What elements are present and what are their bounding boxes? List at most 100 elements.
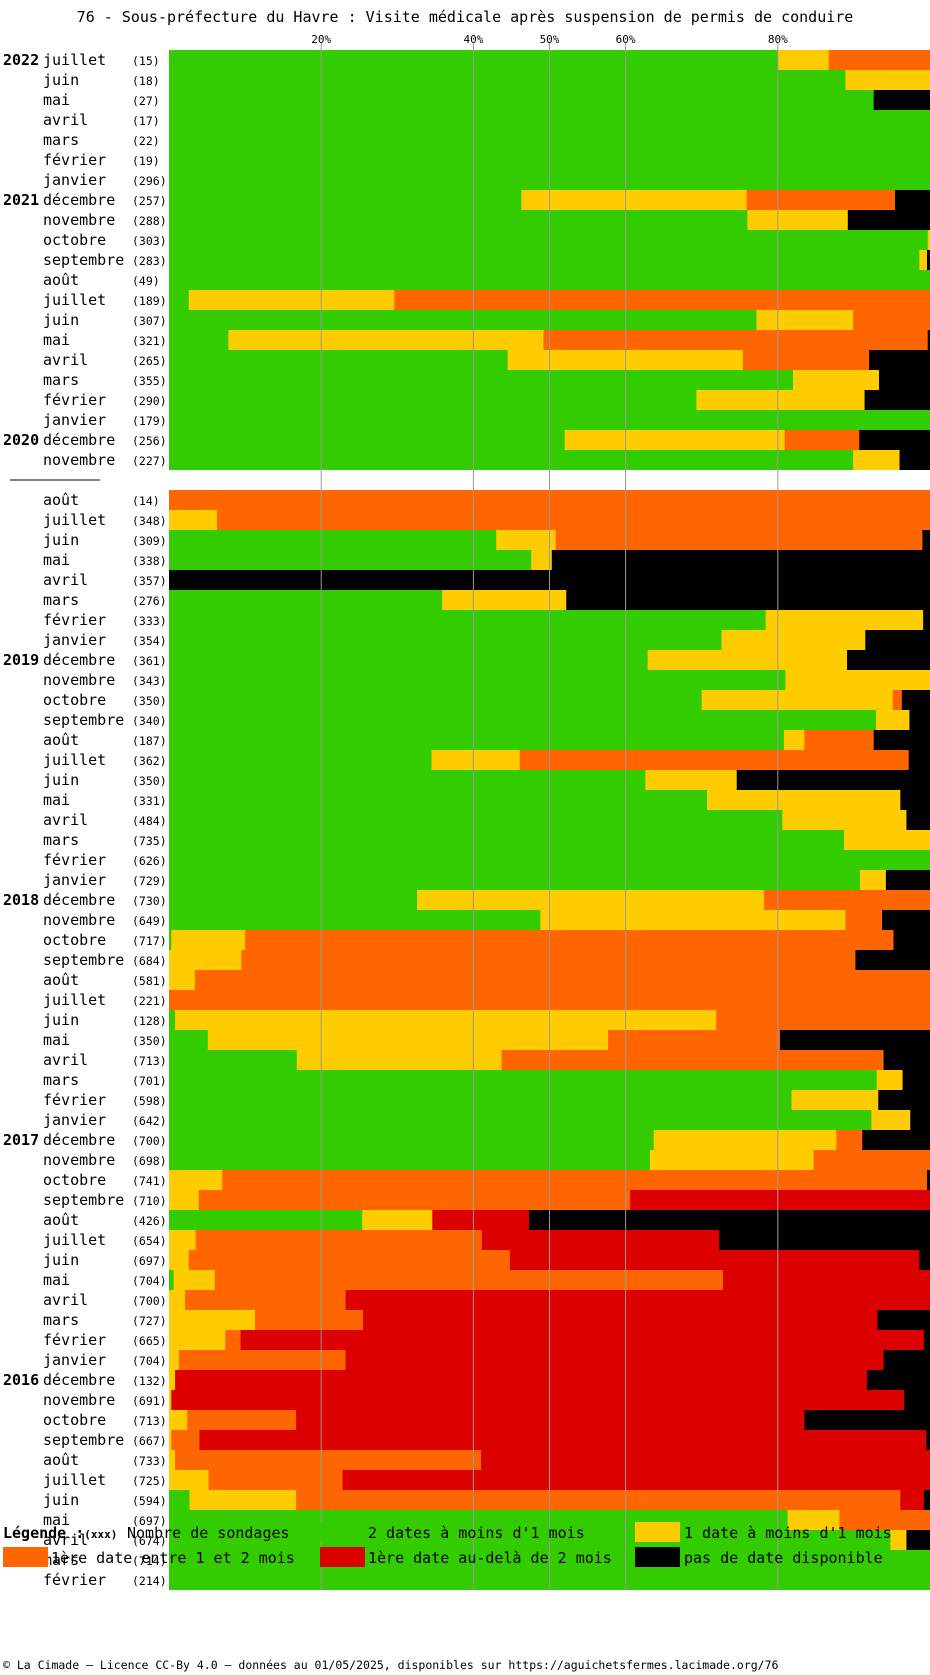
month-label: février <box>43 1571 106 1589</box>
month-label: septembre <box>43 711 124 729</box>
bar-segment-y <box>169 1370 176 1390</box>
count-label: (256) <box>132 434 167 448</box>
count-label: (355) <box>132 374 167 388</box>
bar-segment-o <box>813 1150 930 1170</box>
bar-segment-y <box>696 390 865 410</box>
month-label: février <box>43 611 106 629</box>
bar-segment-o <box>216 510 930 530</box>
bar-segment-g <box>169 790 708 810</box>
month-label: avril <box>43 571 88 589</box>
bar-segment-r <box>342 1470 930 1490</box>
bar-segment-b <box>865 630 930 650</box>
chart-title: 76 - Sous-préfecture du Havre : Visite m… <box>76 8 854 26</box>
month-label: septembre <box>43 1191 124 1209</box>
month-label: octobre <box>43 231 106 249</box>
count-label: (290) <box>132 394 167 408</box>
bar-segment-y <box>871 1110 911 1130</box>
count-label: (713) <box>132 1054 167 1068</box>
bar-segment-g <box>169 190 522 210</box>
count-label: (654) <box>132 1234 167 1248</box>
count-label: (701) <box>132 1074 167 1088</box>
bar-segment-y <box>169 1230 197 1250</box>
month-label: août <box>43 971 79 989</box>
bar-segment-y <box>169 1310 256 1330</box>
bar-segment-o <box>175 1450 482 1470</box>
month-label: mai <box>43 551 70 569</box>
count-label: (221) <box>132 994 167 1008</box>
row-labels: 2022 juillet (15)juin (18)mai (27)avril (17)m… <box>3 51 167 1589</box>
bar-segment-r <box>171 1390 905 1410</box>
bar-segment-o <box>853 310 930 330</box>
count-label: (333) <box>132 614 167 628</box>
count-label: (354) <box>132 634 167 648</box>
bar-segment-g <box>169 610 767 630</box>
bar-segment-y <box>169 1390 172 1410</box>
bar-segment-o <box>171 1430 200 1450</box>
count-label: (710) <box>132 1194 167 1208</box>
bar-segment-b <box>869 350 930 370</box>
bar-segment-y <box>169 1170 223 1190</box>
count-label: (303) <box>132 234 167 248</box>
count-label: (350) <box>132 774 167 788</box>
month-label: juin <box>43 1011 79 1029</box>
count-label: (321) <box>132 334 167 348</box>
bar-segment-o <box>746 190 896 210</box>
bar-segment-y <box>890 1530 907 1550</box>
month-label: août <box>43 491 79 509</box>
count-label: (700) <box>132 1134 167 1148</box>
month-label: mars <box>43 1071 79 1089</box>
bar-segment-y <box>531 550 553 570</box>
bar-segment-b <box>847 650 930 670</box>
bar-segment-b <box>885 870 930 890</box>
count-label: (357) <box>132 574 167 588</box>
bar-segment-y <box>777 50 830 70</box>
bar-segment-y <box>169 1450 176 1470</box>
bar-segment-r <box>481 1450 930 1470</box>
count-label: (189) <box>132 294 167 308</box>
bar-segment-g <box>169 90 875 110</box>
month-label: mai <box>43 1031 70 1049</box>
count-label: (700) <box>132 1294 167 1308</box>
month-label: novembre <box>43 1151 115 1169</box>
bar-segment-y <box>853 450 900 470</box>
bar-segment-b <box>901 690 930 710</box>
count-label: (17) <box>132 114 160 128</box>
bar-segment-y <box>875 710 910 730</box>
count-label: (626) <box>132 854 167 868</box>
count-label: (338) <box>132 554 167 568</box>
year-label: 2021 <box>3 191 39 209</box>
bar-segment-g <box>169 530 497 550</box>
bar-segment-g <box>169 810 783 830</box>
count-label: (288) <box>132 214 167 228</box>
bar-segment-y <box>169 970 196 990</box>
month-label: janvier <box>43 1111 106 1129</box>
bar-segment-g <box>169 1530 891 1550</box>
month-label: janvier <box>43 1351 106 1369</box>
x-tick-label: 40% <box>463 33 483 46</box>
bar-segment-g <box>169 870 861 890</box>
count-label: (307) <box>132 314 167 328</box>
bar-segment-y <box>169 510 218 530</box>
count-label: (179) <box>132 414 167 428</box>
count-label: (581) <box>132 974 167 988</box>
month-label: mars <box>43 131 79 149</box>
month-label: juillet <box>43 751 106 769</box>
count-label: (741) <box>132 1174 167 1188</box>
bar-segment-g <box>169 770 646 790</box>
bar-segment-o <box>555 530 923 550</box>
bar-segment-g <box>169 1110 872 1130</box>
bar-segment-b <box>904 1390 930 1410</box>
bar-segment-b <box>906 810 930 830</box>
bar-segment-o <box>608 1030 781 1050</box>
bar-segment-o <box>784 430 860 450</box>
bar-segment-b <box>908 750 930 770</box>
bar-segment-y <box>785 670 930 690</box>
bar-segment-g <box>169 210 748 230</box>
bar-segment-o <box>254 1310 364 1330</box>
bar-segment-g <box>169 1210 363 1230</box>
bar-segment-y <box>783 730 805 750</box>
month-label: novembre <box>43 671 115 689</box>
bar-segment-b <box>926 250 930 270</box>
year-label: 2016 <box>3 1371 39 1389</box>
month-label: novembre <box>43 911 115 929</box>
